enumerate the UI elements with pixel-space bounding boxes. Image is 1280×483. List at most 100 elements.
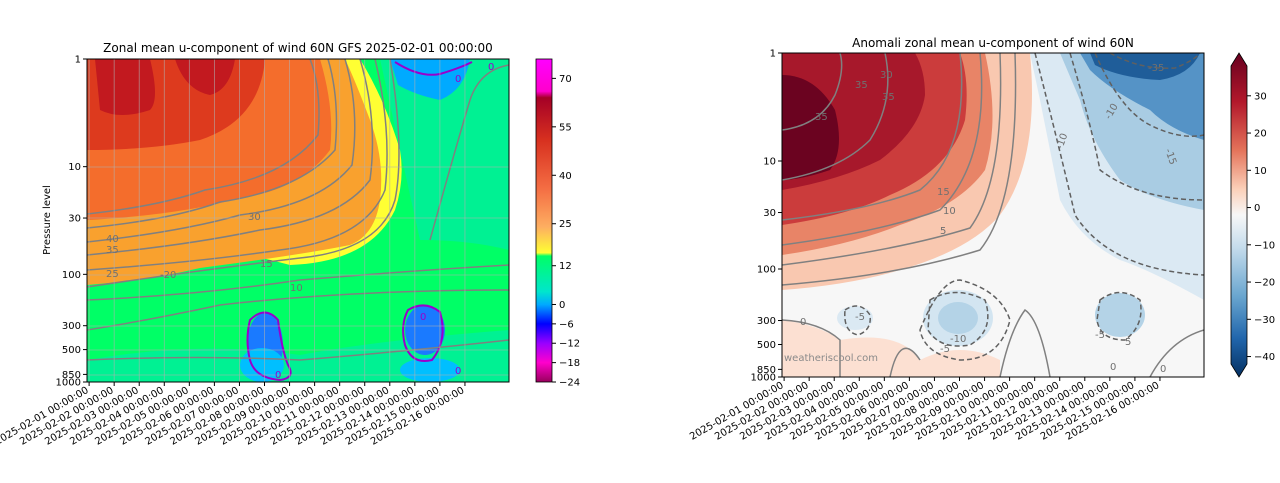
right-blob-blue-3 — [837, 306, 873, 330]
right-plot-frame — [781, 52, 1205, 378]
left-colorbar-tick-label: 25 — [559, 219, 572, 230]
left-contour-label: -20 — [160, 270, 176, 281]
left-grid-x — [88, 59, 466, 382]
left-contour-label: 0 — [455, 74, 461, 85]
right-contour-label: 35 — [855, 80, 868, 91]
left-region-teal — [87, 59, 509, 382]
left-contour-label: 0 — [488, 62, 494, 73]
right-contour-label: 0 — [800, 317, 806, 328]
right-contour-label: -10 — [1054, 132, 1070, 151]
right-y-tick-label: 850 — [757, 365, 776, 376]
left-y-tick-label: 850 — [62, 370, 81, 381]
right-colorbar-tick-label: −30 — [1254, 315, 1275, 326]
right-colorbar-tick-label: −10 — [1254, 240, 1275, 251]
right-contour-label: -35 — [1148, 63, 1164, 74]
left-contour-labels: 30 40 35 25 -20 15 10 0 0 0 0 0 — [106, 62, 494, 381]
left-colorbar — [535, 58, 553, 383]
left-y-tick-label: 100 — [62, 270, 81, 281]
left-contour-label: 25 — [106, 269, 119, 280]
left-y-axis-label: Pressure level — [42, 185, 53, 255]
right-region-navy — [1090, 53, 1200, 80]
left-colorbar-tick-label: 0 — [559, 300, 565, 311]
right-contour-label: 30 — [880, 70, 893, 81]
left-colorbar-tick-label: −24 — [559, 378, 580, 389]
left-contour-label: 0 — [455, 366, 461, 377]
left-heatmap: 30 40 35 25 -20 15 10 0 0 0 0 0 — [87, 59, 509, 382]
left-colorbar-tick-label: 55 — [559, 122, 572, 133]
left-plot-frame — [86, 58, 510, 383]
left-colorbar-ticks: 70 55 40 25 12 0 −6 −12 −18 −24 — [552, 74, 580, 389]
watermark: weatheriscool.com — [784, 353, 878, 364]
right-blob-blue-2 — [1095, 293, 1145, 337]
left-colorbar-tick-label: −12 — [559, 339, 580, 350]
left-colorbar-tick-label: 12 — [559, 261, 572, 272]
right-contour-label: -5 — [855, 312, 865, 323]
right-contour-labels: 30 35 35 35 15 10 5 -10 -15 -10 -35 -5 -… — [800, 63, 1178, 375]
left-contour-label: 10 — [290, 283, 303, 294]
right-contour-label: 0 — [1110, 362, 1116, 373]
left-y-tick-label: 500 — [62, 345, 81, 356]
right-blob-blue-1b — [938, 302, 978, 334]
right-colorbar-tick-label: −20 — [1254, 278, 1275, 289]
left-contour-purple-2 — [402, 304, 444, 362]
left-contour-label: 0 — [420, 312, 426, 323]
right-chart: Anomali zonal mean u-component of wind 6… — [688, 36, 1275, 443]
left-chart-title: Zonal mean u-component of wind 60N GFS 2… — [103, 41, 493, 55]
left-y-tick-label: 1 — [75, 55, 81, 66]
right-y-tick-label: 10 — [763, 157, 776, 168]
right-contour-label: -5 — [940, 344, 950, 355]
right-colorbar-ticks: 30 20 10 0 −10 −20 −30 −40 — [1247, 91, 1275, 363]
left-gridlines — [87, 166, 509, 376]
left-region-red-dark — [95, 59, 235, 115]
right-contour-label: 10 — [943, 206, 956, 217]
right-colorbar-tick-label: 10 — [1254, 166, 1267, 177]
right-colorbar-tick-label: −40 — [1254, 352, 1275, 363]
left-y-tick-label: 300 — [62, 321, 81, 332]
left-colorbar-tick-label: 70 — [559, 74, 572, 85]
right-contour-label: 0 — [1160, 364, 1166, 375]
right-chart-title: Anomali zonal mean u-component of wind 6… — [852, 36, 1134, 50]
left-contour-label: 15 — [260, 259, 273, 270]
right-y-tick-label: 30 — [763, 208, 776, 219]
right-contour-label: -15 — [1162, 147, 1178, 166]
left-colorbar-tick-label: −6 — [559, 319, 574, 330]
right-contours-dashed — [844, 53, 1204, 361]
left-grey-contours — [87, 59, 509, 361]
right-y-tick-label: 1 — [770, 49, 776, 60]
right-contour-label: -10 — [950, 334, 966, 345]
left-y-tick-label: 10 — [68, 162, 81, 173]
left-contour-label: 30 — [248, 212, 261, 223]
right-colorbar-tick-label: 0 — [1254, 203, 1260, 214]
right-contour-label: -5 — [1095, 330, 1105, 341]
right-y-tick-label: 100 — [757, 265, 776, 276]
left-colorbar-tick-label: −18 — [559, 358, 580, 369]
right-colorbar-tick-label: 30 — [1254, 91, 1267, 102]
left-y-tick-label: 30 — [68, 214, 81, 225]
right-contour-label: 35 — [815, 112, 828, 123]
left-contour-label: 0 — [275, 370, 281, 381]
left-contour-label: 40 — [106, 234, 119, 245]
left-colorbar-tick-label: 40 — [559, 171, 572, 182]
left-blob-blue-3 — [400, 358, 460, 382]
right-contour-label: 35 — [882, 92, 895, 103]
right-y-tick-label: 300 — [757, 316, 776, 327]
right-contours-solid — [782, 53, 1204, 377]
right-region-maroon — [782, 75, 839, 180]
right-contour-label: 5 — [1125, 337, 1131, 348]
right-heatmap: 30 35 35 35 15 10 5 -10 -15 -10 -35 -5 -… — [782, 53, 1204, 377]
left-blob-blue-1b — [240, 348, 284, 382]
right-y-tick-label: 500 — [757, 340, 776, 351]
right-contour-label: 5 — [940, 226, 946, 237]
right-colorbar — [1230, 52, 1248, 378]
right-region-pink-bottom — [782, 320, 1000, 377]
left-y-tick-label: 1000 — [56, 378, 81, 389]
left-contour-label: 35 — [106, 245, 119, 256]
right-colorbar-tick-label: 20 — [1254, 129, 1267, 140]
right-y-tick-label: 1000 — [751, 373, 776, 384]
right-contour-label: 15 — [937, 187, 950, 198]
